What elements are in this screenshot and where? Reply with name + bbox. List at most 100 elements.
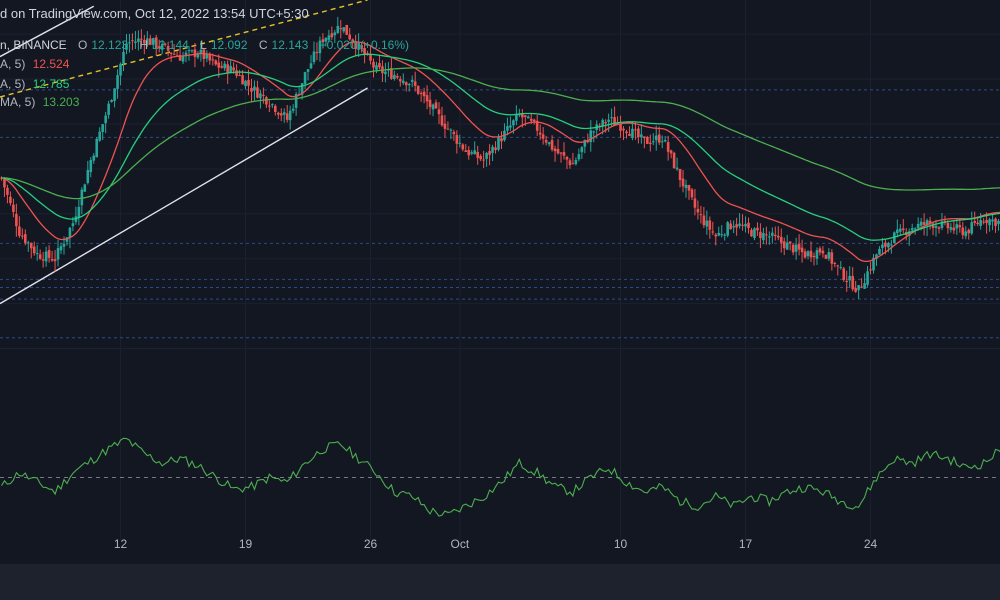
candle-body [425, 95, 429, 102]
candle-body [529, 118, 533, 121]
candle-body [973, 221, 977, 223]
candle-body [625, 131, 628, 134]
candle-body [384, 71, 387, 75]
candle-body [922, 222, 926, 225]
candle-body [56, 248, 60, 260]
candle-body [285, 113, 289, 120]
channel-line[interactable] [0, 87, 368, 305]
candle-body [196, 54, 200, 58]
candle-body [217, 62, 221, 68]
high-label: H [139, 38, 149, 52]
candle-body [431, 104, 435, 110]
candle-body [565, 156, 569, 160]
candle-body [699, 214, 703, 216]
indicator-legend-1: A, 5) 12.524 [0, 57, 69, 71]
candle-body [648, 142, 652, 144]
candle-body [919, 221, 923, 226]
candle-body [125, 43, 128, 50]
candle-body [244, 80, 247, 87]
candle-body [410, 79, 414, 82]
ema-fast-line [1, 41, 1000, 263]
candle-body [976, 222, 979, 225]
candle-body [375, 65, 378, 70]
candle-body [86, 169, 90, 183]
candle-body [506, 126, 509, 131]
candle-body [92, 155, 96, 161]
candle-body [559, 152, 563, 154]
candle-body [937, 227, 941, 229]
candle-body [437, 109, 441, 115]
candle-body [345, 24, 349, 35]
candle-body [333, 32, 337, 36]
candle-body [351, 39, 354, 43]
candle-body [869, 269, 872, 271]
candle-body [526, 116, 530, 119]
candle-body [404, 82, 408, 86]
candle-body [327, 35, 331, 40]
candle-body [494, 147, 497, 151]
candle-body [949, 227, 953, 230]
candle-body [229, 65, 232, 73]
trend-channel-lines[interactable] [0, 0, 368, 305]
candle-body [268, 105, 271, 107]
candle-body [262, 94, 265, 96]
candle-body [50, 259, 54, 261]
candle-body [532, 119, 536, 122]
candle-body [288, 110, 292, 121]
candle-body [857, 285, 860, 291]
candle-body [348, 34, 352, 40]
candle-body [732, 226, 735, 228]
candle-body [729, 223, 732, 230]
channel-line[interactable] [0, 5, 95, 58]
candle-body [300, 83, 304, 95]
change-value: +0.020 (+0.16%) [319, 38, 409, 52]
candle-body [890, 244, 893, 246]
candle-body [913, 228, 917, 230]
candle-body [146, 38, 149, 46]
rsi-pane [0, 437, 1000, 517]
candle-body [71, 223, 75, 227]
candle-body [961, 227, 965, 236]
candle-body [446, 128, 450, 130]
candle-body [654, 135, 658, 141]
candle-body [32, 246, 36, 254]
candle-body [354, 42, 357, 49]
candle-body [232, 67, 235, 71]
candle-body [6, 187, 9, 195]
candle-body [247, 79, 250, 86]
candle-body [768, 236, 771, 238]
candle-body [422, 91, 426, 97]
indicator-legend-2: A, 5) 12.785 [0, 77, 69, 91]
candle-body [702, 215, 706, 226]
candle-body [622, 128, 625, 131]
candle-body [931, 223, 935, 228]
published-header: d on TradingView.com, Oct 12, 2022 13:54… [0, 6, 309, 21]
indicator-3-label: MA, 5) [0, 95, 36, 109]
candle-body [717, 232, 721, 236]
candle-body [672, 152, 676, 169]
candle-body [773, 234, 777, 237]
candle-body [970, 222, 974, 234]
candle-body [312, 51, 316, 63]
candle-body [955, 224, 959, 229]
indicator-1-value: 12.524 [32, 57, 70, 71]
candle-body [500, 138, 503, 142]
candle-body [681, 178, 685, 187]
candle-body [577, 154, 581, 160]
candle-body [279, 113, 283, 116]
candle-body [309, 63, 313, 69]
x-tick-label: 26 [364, 537, 378, 551]
candle-body [107, 103, 110, 115]
candle-body [607, 119, 610, 122]
candle-body [9, 196, 12, 204]
candle-body [660, 141, 664, 143]
candle-body [3, 177, 6, 188]
channel-line[interactable] [0, 0, 368, 98]
candle-body [896, 229, 899, 234]
candle-body [592, 131, 596, 133]
moving-average-lines [1, 41, 1000, 263]
candle-body [782, 241, 786, 249]
candle-body [151, 38, 155, 45]
candle-body [791, 244, 795, 253]
